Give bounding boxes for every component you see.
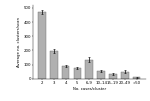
Bar — [109, 74, 117, 79]
Bar — [50, 51, 58, 79]
X-axis label: No. cases/cluster: No. cases/cluster — [73, 87, 106, 91]
Bar — [62, 66, 69, 79]
Bar — [97, 71, 105, 79]
Y-axis label: Average no. clusters/scan: Average no. clusters/scan — [17, 17, 21, 67]
Bar — [74, 68, 81, 79]
Bar — [38, 12, 46, 79]
Bar — [133, 77, 140, 79]
Bar — [85, 60, 93, 79]
Bar — [121, 72, 129, 79]
